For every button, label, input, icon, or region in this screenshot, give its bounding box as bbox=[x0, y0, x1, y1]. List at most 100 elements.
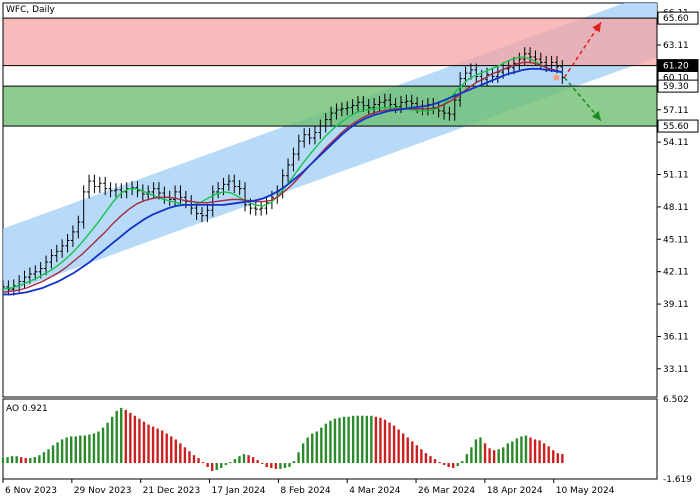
ao-bar bbox=[311, 433, 314, 464]
price-bar bbox=[296, 134, 301, 161]
ao-bar bbox=[197, 458, 200, 464]
x-tick-label: 10 May 2024 bbox=[556, 486, 615, 496]
ao-bar bbox=[151, 426, 155, 464]
y-tick-label: 39.11 bbox=[663, 300, 689, 310]
ao-bar bbox=[424, 453, 428, 464]
ao-bar bbox=[415, 445, 419, 464]
price-channel bbox=[3, 3, 657, 295]
ao-bar bbox=[256, 460, 259, 464]
ao-bar bbox=[524, 435, 528, 464]
price-bar bbox=[49, 249, 54, 269]
price-bar bbox=[291, 147, 296, 172]
ao-bar bbox=[92, 433, 96, 464]
ao-bar bbox=[429, 456, 432, 464]
ao-bar bbox=[442, 463, 446, 466]
moving-average-3 bbox=[3, 67, 563, 296]
price-bar bbox=[404, 94, 409, 109]
price-bar bbox=[226, 174, 231, 191]
ao-bar bbox=[247, 455, 250, 464]
price-bar bbox=[232, 174, 237, 193]
ao-bar bbox=[301, 443, 305, 464]
ao-bar bbox=[83, 435, 87, 464]
ao-bar bbox=[365, 415, 368, 464]
price-bar bbox=[54, 244, 59, 263]
ao-bar bbox=[56, 442, 59, 464]
ao-bar bbox=[15, 456, 18, 464]
ao-bar bbox=[333, 418, 337, 464]
ao-bar bbox=[347, 416, 350, 464]
y-tick-label: 63.11 bbox=[663, 41, 689, 51]
ao-bar bbox=[406, 437, 409, 464]
price-bar bbox=[33, 265, 38, 281]
price-bar bbox=[60, 239, 65, 258]
ao-bar bbox=[38, 455, 41, 464]
ao-bar bbox=[433, 459, 437, 464]
price-bar bbox=[312, 126, 317, 145]
ao-bar bbox=[552, 450, 555, 464]
ao-bar bbox=[288, 463, 291, 467]
ao-bar bbox=[520, 436, 523, 464]
price-bar bbox=[243, 182, 248, 212]
price-bar bbox=[560, 60, 565, 84]
ao-bar bbox=[97, 431, 100, 464]
ao-bar bbox=[379, 417, 382, 464]
price-bar bbox=[156, 182, 161, 200]
price-bar bbox=[70, 225, 75, 247]
ao-bar bbox=[110, 416, 114, 464]
ao-bar bbox=[215, 463, 218, 470]
price-bar bbox=[447, 106, 452, 121]
price-bar bbox=[318, 119, 323, 140]
price-bar bbox=[329, 106, 334, 127]
ao-bar bbox=[356, 415, 359, 464]
x-tick-label: 4 Mar 2024 bbox=[349, 486, 401, 496]
ao-bar bbox=[70, 436, 73, 464]
price-tag-label: 61.20 bbox=[663, 62, 689, 72]
ao-bar bbox=[47, 449, 50, 464]
x-tick-label: 21 Dec 2023 bbox=[143, 486, 201, 496]
price-tag: 59.30 bbox=[657, 79, 699, 93]
ao-bar bbox=[170, 436, 173, 464]
price-bar bbox=[538, 52, 543, 69]
oscillator-frame bbox=[2, 398, 658, 480]
y-tick-label: 54.11 bbox=[663, 138, 689, 148]
price-tag-label: 55.60 bbox=[663, 122, 689, 132]
ao-bar bbox=[261, 463, 264, 465]
ao-bar bbox=[315, 431, 318, 464]
ao-bar bbox=[206, 463, 209, 467]
ao-label: AO 0.921 bbox=[6, 404, 48, 414]
ao-bar bbox=[120, 407, 123, 464]
ao-bar bbox=[538, 440, 541, 464]
ao-bar bbox=[351, 415, 355, 464]
x-tick-label: 29 Nov 2023 bbox=[74, 486, 132, 496]
ao-tick-label: -1.619 bbox=[663, 475, 692, 485]
ao-bar bbox=[220, 463, 223, 468]
ao-bar bbox=[515, 438, 519, 464]
x-tick-label: 26 Mar 2024 bbox=[418, 486, 475, 496]
price-bar bbox=[264, 196, 269, 215]
ao-bar bbox=[251, 457, 255, 464]
y-tick-label: 51.11 bbox=[663, 171, 689, 181]
price-bar bbox=[323, 113, 328, 133]
ao-bar bbox=[29, 458, 32, 464]
ao-bar bbox=[147, 424, 150, 464]
ao-bar bbox=[174, 439, 178, 464]
price-bar bbox=[81, 185, 86, 229]
price-bar bbox=[199, 207, 204, 223]
price-bar bbox=[216, 182, 221, 199]
ao-bar bbox=[479, 437, 482, 464]
ao-bar bbox=[342, 416, 346, 464]
ao-bar bbox=[238, 456, 241, 464]
ao-bar bbox=[274, 463, 278, 469]
price-bar bbox=[253, 201, 258, 216]
price-bar bbox=[259, 201, 264, 216]
price-bar bbox=[108, 182, 113, 198]
price-bar bbox=[286, 158, 291, 183]
ao-bar bbox=[201, 462, 205, 464]
ao-bar bbox=[447, 463, 450, 467]
price-bar bbox=[103, 176, 108, 196]
price-bar bbox=[302, 128, 307, 148]
ao-bar bbox=[529, 437, 532, 464]
y-tick-label: 48.11 bbox=[663, 203, 689, 213]
y-tick-label: 33.11 bbox=[663, 365, 689, 375]
ao-bar bbox=[465, 454, 469, 464]
